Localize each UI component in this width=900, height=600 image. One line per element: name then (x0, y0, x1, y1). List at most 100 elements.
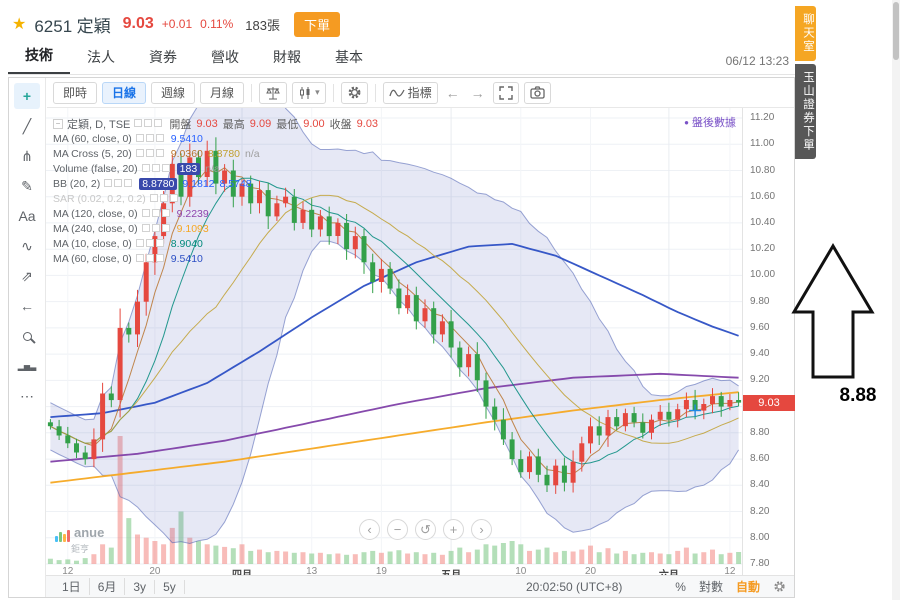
legend-label[interactable]: MA (120, close, 0) (53, 207, 138, 220)
pan-right-button[interactable]: › (471, 519, 492, 540)
legend-value: 最低 (276, 118, 299, 131)
axis-settings-gear-icon[interactable] (773, 580, 786, 593)
forecast-tool[interactable]: ⇗ (21, 267, 33, 284)
volume-lots: 183張 (245, 17, 280, 33)
indicators-label: 指標 (407, 86, 432, 100)
timeframe-realtime-button[interactable]: 即時 (53, 81, 98, 104)
broker-order-tab[interactable]: 玉山證券下單 (795, 64, 816, 159)
undo-button[interactable]: ← (443, 85, 463, 101)
pan-left-button[interactable]: ‹ (359, 519, 380, 540)
legend-controls[interactable] (141, 163, 172, 175)
legend-label[interactable]: SAR (0.02, 0.2, 0.2) (53, 192, 146, 205)
chart-settings-button[interactable] (340, 81, 368, 104)
legend-value: 最高 (222, 118, 245, 131)
zoom-out-button[interactable]: − (387, 519, 408, 540)
camera-icon (529, 86, 545, 99)
price-axis-label: 10.60 (750, 190, 776, 202)
zoom-in-button[interactable]: + (443, 519, 464, 540)
legend-controls[interactable] (135, 253, 166, 265)
legend-label[interactable]: BB (20, 2) (53, 177, 101, 190)
legend-label[interactable]: MA (10, close, 0) (53, 237, 132, 250)
drawing-toolbar: + ╱ ⋔ ✎ Aa ∿ ⇗ ← ▂▅▃ ⋯ (9, 78, 46, 597)
chart-style-button[interactable]: ▾ (292, 81, 326, 104)
legend-controls[interactable] (135, 148, 166, 160)
tab-technical[interactable]: 技術 (8, 39, 70, 74)
compare-button[interactable] (259, 81, 288, 104)
trendline-tool[interactable]: ╱ (22, 117, 32, 134)
more-tools[interactable]: ⋯ (20, 387, 34, 404)
legend-controls[interactable] (141, 208, 172, 220)
legend-label[interactable]: MA (60, close, 0) (53, 252, 132, 265)
favorite-star-icon[interactable]: ★ (12, 16, 27, 33)
legend-label[interactable]: MA (240, close, 0) (53, 222, 138, 235)
legend-value: 9.1093 (176, 222, 209, 235)
brush-tool[interactable]: ✎ (21, 177, 33, 194)
gear-icon (348, 86, 360, 99)
chatroom-tab[interactable]: 聊天室 (795, 6, 816, 61)
price-axis-label: 7.80 (750, 558, 770, 569)
text-tool[interactable]: Aa (18, 208, 36, 224)
timeframe-weekly-button[interactable]: 週線 (151, 81, 196, 104)
redo-button[interactable]: → (468, 85, 488, 101)
tab-revenue[interactable]: 營收 (211, 49, 239, 65)
indicator-wave-icon (388, 89, 405, 97)
legend-controls[interactable] (141, 223, 172, 235)
legend-label[interactable]: MA (60, close, 0) (53, 132, 132, 145)
bars-pattern-tool[interactable]: ▂▅▃ (17, 361, 37, 371)
legend-value: 9.03 (356, 117, 379, 130)
tab-institutional[interactable]: 法人 (87, 49, 115, 65)
candlestick-chart[interactable] (46, 108, 743, 565)
timeframe-daily-button[interactable]: 日線 (102, 81, 147, 104)
chart-nav-controls: ‹ − ↺ + › (359, 519, 492, 540)
legend-controls[interactable] (135, 133, 166, 145)
undo-icon: ← (445, 84, 460, 101)
range-3y-button[interactable]: 3y (125, 579, 156, 594)
legend-row: MA (240, close, 0) 9.1093 (53, 221, 378, 236)
legend-controls[interactable] (104, 178, 134, 190)
back-arrow-tool[interactable]: ← (20, 298, 34, 314)
reset-zoom-button[interactable]: ↺ (415, 519, 436, 540)
page-scrollbar[interactable] (892, 0, 900, 600)
pitchfork-tool[interactable]: ⋔ (21, 147, 33, 164)
range-5y-button[interactable]: 5y (155, 579, 185, 594)
stock-name: 定穎 (76, 16, 111, 36)
fullscreen-button[interactable] (492, 81, 519, 104)
timeframe-monthly-button[interactable]: 月線 (200, 81, 245, 104)
indicator-legend: − 定穎, D, TSE 開盤 9.03 最高 9.09 最低 9.00 收盤 9.03 MA (6… (53, 116, 378, 266)
legend-controls[interactable] (149, 193, 180, 205)
logo-subtext: 鉅亨 (71, 544, 90, 554)
snapshot-button[interactable] (523, 81, 551, 104)
chevron-down-icon: ▾ (315, 87, 320, 97)
pattern-tool[interactable]: ∿ (21, 237, 33, 254)
crosshair-tool[interactable]: + (14, 83, 40, 109)
zoom-tool[interactable] (14, 323, 40, 349)
fullscreen-icon (498, 85, 513, 100)
tab-financials[interactable]: 財報 (273, 49, 301, 65)
tab-margin[interactable]: 資券 (149, 49, 177, 65)
percent-scale-button[interactable]: % (675, 579, 686, 594)
legend-row: MA (60, close, 0) 9.5410 (53, 131, 378, 146)
legend-row: − 定穎, D, TSE 開盤 9.03 最高 9.09 最低 9.00 收盤 9.03 (53, 116, 378, 131)
auto-scale-button[interactable]: 自動 (735, 580, 760, 594)
log-scale-button[interactable]: 對數 (698, 580, 723, 594)
range-1day-button[interactable]: 1日 (54, 578, 90, 595)
last-price-tag: 9.03 (743, 394, 795, 411)
price-axis-label: 9.60 (750, 321, 770, 333)
legend-value: 9.5410 (170, 132, 203, 145)
scrollbar-thumb[interactable] (893, 2, 899, 60)
tab-basic[interactable]: 基本 (335, 49, 363, 65)
place-order-button[interactable]: 下單 (293, 11, 340, 37)
legend-controls[interactable] (134, 118, 164, 130)
legend-value: n/a (245, 147, 260, 160)
collapse-icon[interactable]: − (53, 118, 63, 129)
legend-label[interactable]: Volume (false, 20) (53, 162, 138, 175)
price-axis-label: 9.20 (750, 374, 770, 386)
range-6month-button[interactable]: 6月 (90, 578, 126, 595)
legend-label[interactable]: MA Cross (5, 20) (53, 147, 132, 160)
redo-icon: → (470, 84, 485, 101)
legend-controls[interactable] (135, 238, 166, 250)
indicators-button[interactable]: 指標 (382, 81, 438, 104)
time-axis-label: 10 (515, 566, 527, 577)
legend-label[interactable]: 定穎, D, TSE (67, 118, 131, 131)
price-axis[interactable]: 9.03 11.20 11.00 10.80 10.60 10.40 10.20 10.00… (742, 108, 795, 575)
